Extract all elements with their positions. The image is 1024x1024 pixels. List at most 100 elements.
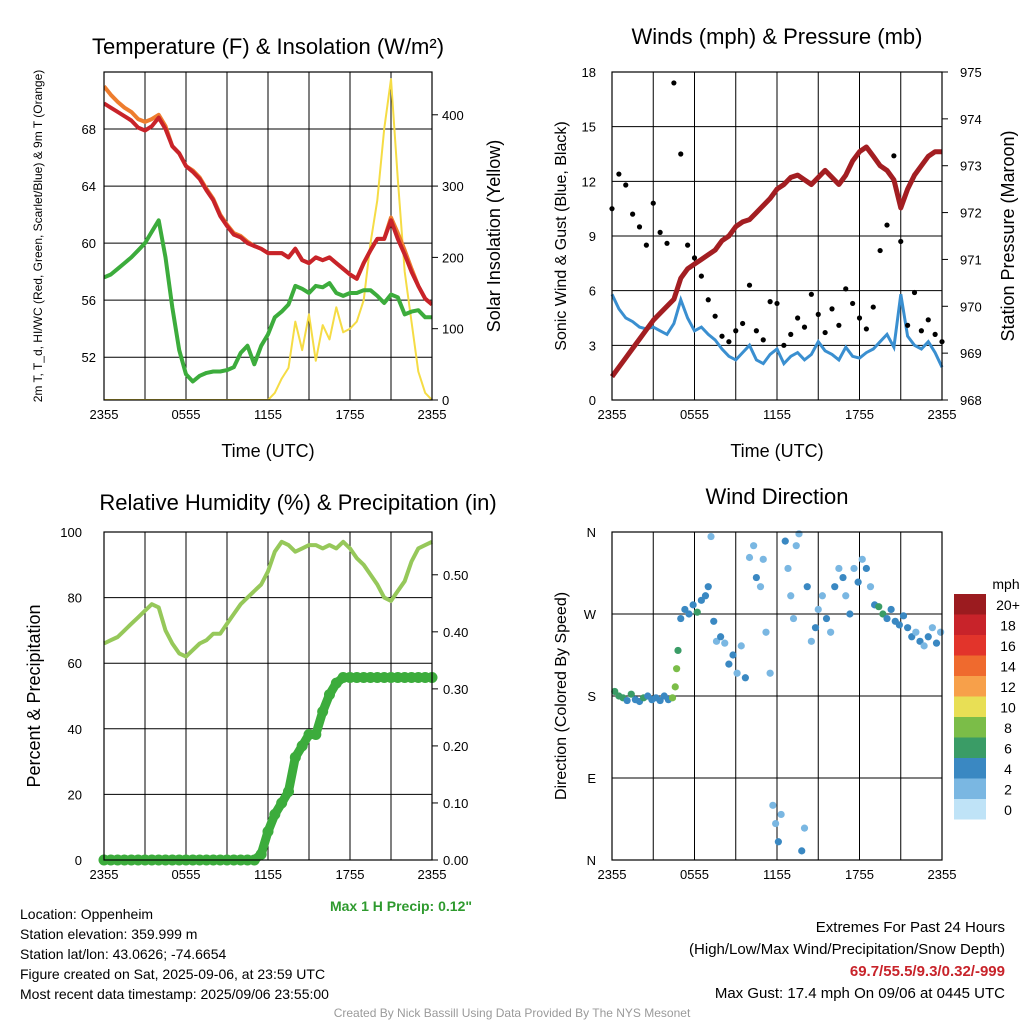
colorbar-label: 0 xyxy=(1004,802,1012,818)
direction-point xyxy=(759,555,767,563)
direction-point xyxy=(674,646,682,655)
colorbar-label: 2 xyxy=(1004,782,1012,798)
y2-tick-label: 0.00 xyxy=(443,853,468,868)
direction-point xyxy=(745,553,754,562)
direction-point xyxy=(611,687,619,696)
colorbar-swatch xyxy=(954,614,986,635)
direction-point xyxy=(766,669,774,677)
colorbar-swatch xyxy=(954,676,986,697)
colorbar-label: 20+ xyxy=(996,597,1020,613)
recent-text: Most recent data timestamp: 2025/09/06 2… xyxy=(20,986,329,1002)
y-tick-label: 80 xyxy=(68,591,82,606)
y2-tick-label: 0.40 xyxy=(443,625,468,640)
colorbar-swatch xyxy=(954,717,986,738)
direction-point xyxy=(781,537,789,545)
gust-point xyxy=(863,326,869,332)
gust-point xyxy=(671,80,677,86)
gust-point xyxy=(705,297,711,303)
gust-point xyxy=(636,224,643,230)
direction-point xyxy=(895,621,903,629)
direction-point xyxy=(693,608,701,616)
direction-point xyxy=(697,596,705,604)
x-tick-label: 0555 xyxy=(680,867,709,882)
pressure-series xyxy=(609,144,942,379)
x-tick-label: 0555 xyxy=(680,407,709,422)
gust-point xyxy=(630,211,636,217)
direction-point xyxy=(717,633,725,641)
extremes-title: Extremes For Past 24 Hours xyxy=(815,919,1005,936)
y2-axis-label: Station Pressure (Maroon) xyxy=(998,130,1018,341)
direction-point xyxy=(737,642,745,650)
direction-point xyxy=(750,542,758,550)
direction-point xyxy=(899,612,908,620)
direction-point xyxy=(928,624,936,632)
gust-point xyxy=(808,291,814,297)
direction-point xyxy=(712,637,721,645)
direction-point xyxy=(912,628,920,636)
direction-point xyxy=(752,573,760,582)
gust-point xyxy=(643,242,649,248)
colorbar-swatch xyxy=(954,799,986,820)
direction-point xyxy=(787,592,795,600)
gust-point xyxy=(932,331,938,337)
y2-tick-label: 0.50 xyxy=(443,568,468,583)
colorbar-label: 10 xyxy=(1000,700,1016,716)
y2-tick-label: 0.30 xyxy=(443,682,468,697)
y2-tick-label: 300 xyxy=(442,179,464,194)
x-tick-label: 1755 xyxy=(336,867,365,882)
direction-point xyxy=(814,605,822,614)
extremes-values: 69.7/55.5/9.3/0.32/-999 xyxy=(849,963,1005,980)
gust-point xyxy=(822,329,828,336)
direction-point xyxy=(671,683,679,691)
panel-1 xyxy=(103,72,438,401)
gust-point xyxy=(836,322,842,328)
panel-title: Wind Direction xyxy=(705,484,848,509)
extremes-subtitle: (High/Low/Max Wind/Precipitation/Snow De… xyxy=(689,941,1005,958)
y-tick-label: 64 xyxy=(82,179,96,194)
direction-point xyxy=(725,660,733,668)
y-tick-label: 6 xyxy=(589,284,596,299)
y-tick-label: S xyxy=(587,689,596,704)
colorbar-swatch xyxy=(954,696,986,717)
credit-footer: Created By Nick Bassill Using Data Provi… xyxy=(333,1006,691,1020)
x-tick-label: 1755 xyxy=(845,407,874,422)
y2-tick-label: 973 xyxy=(960,159,982,174)
direction-point xyxy=(835,564,843,573)
y-tick-label: W xyxy=(584,607,597,622)
x-tick-label: 2355 xyxy=(598,407,627,422)
y-tick-label: E xyxy=(587,771,596,786)
gust-point xyxy=(698,273,704,279)
direction-point xyxy=(627,690,635,698)
direction-point xyxy=(721,639,729,647)
direction-point xyxy=(908,633,916,641)
gust-point xyxy=(918,328,924,334)
max-precip-annotation: Max 1 H Precip: 0.12" xyxy=(330,898,472,914)
colorbar-label: 16 xyxy=(1000,638,1016,654)
panel-title: Winds (mph) & Pressure (mb) xyxy=(632,24,923,49)
temp-2m-series xyxy=(104,101,432,307)
direction-point xyxy=(811,624,820,632)
direction-point xyxy=(862,564,870,573)
y-tick-label: 12 xyxy=(582,174,596,189)
x-tick-label: 2355 xyxy=(418,867,447,882)
x-tick-label: 1755 xyxy=(845,867,874,882)
direction-point xyxy=(866,583,875,591)
panel-title: Relative Humidity (%) & Precipitation (i… xyxy=(99,490,496,515)
y2-tick-label: 971 xyxy=(960,252,982,267)
latlon-text: Station lat/lon: 43.0626; -74.6654 xyxy=(20,946,227,962)
y-tick-label: 18 xyxy=(582,65,596,80)
colorbar-label: 14 xyxy=(1000,659,1016,675)
y-tick-label: 60 xyxy=(68,656,82,671)
gust-point xyxy=(843,286,849,292)
gust-point xyxy=(911,289,918,296)
max-gust-text: Max Gust: 17.4 mph On 09/06 at 0445 UTC xyxy=(714,985,1005,1002)
gust-point xyxy=(898,238,904,245)
gust-point xyxy=(685,242,691,248)
direction-point xyxy=(904,624,912,632)
x-tick-label: 2355 xyxy=(90,407,119,422)
gust-point xyxy=(657,229,663,235)
y2-tick-label: 968 xyxy=(960,393,982,408)
gust-point xyxy=(733,328,739,334)
colorbar-swatch xyxy=(954,758,986,779)
gust-point xyxy=(891,153,897,159)
